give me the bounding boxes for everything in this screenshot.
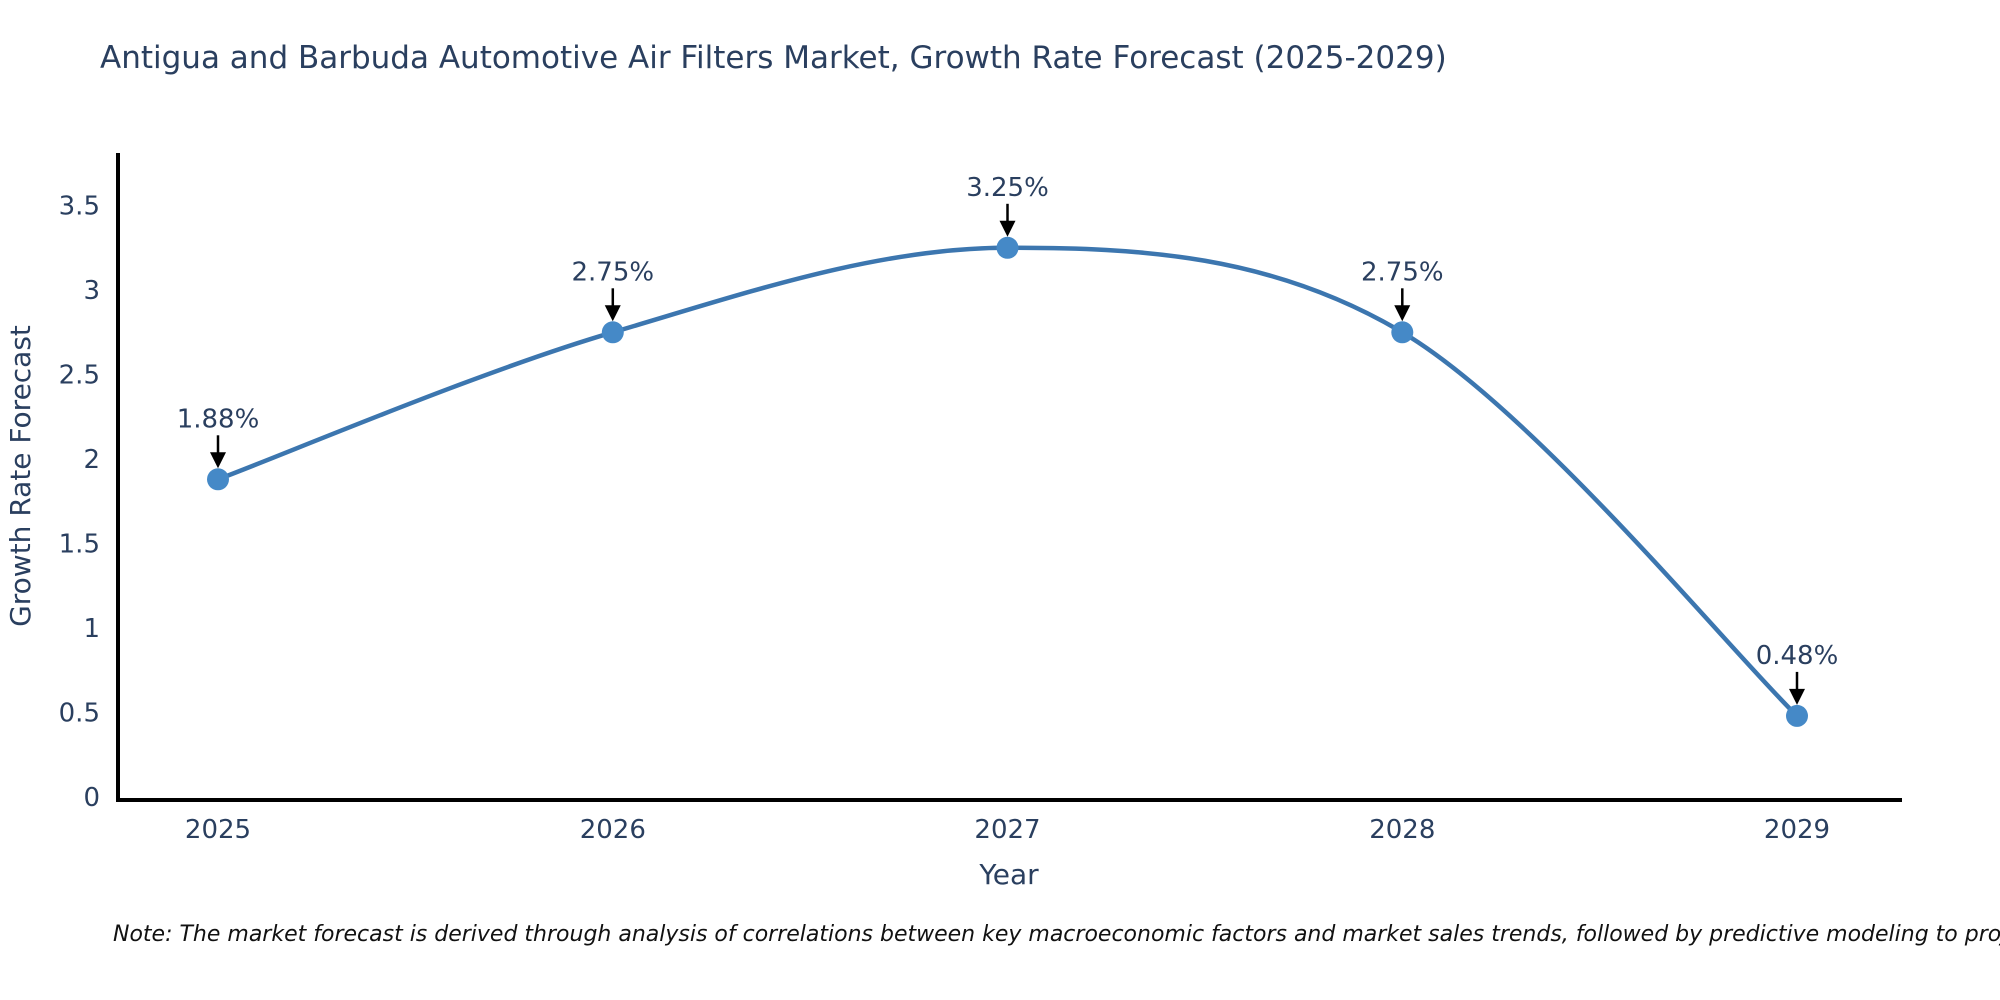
y-tick-label: 1.5 [59, 530, 100, 560]
y-axis-tick-labels: 0 0.5 1 1.5 2 2.5 3 3.5 [59, 192, 100, 814]
annotation-arrowhead-icon [999, 220, 1016, 237]
x-tick-label: 2028 [1369, 815, 1435, 845]
point-value-label: 2.75% [1361, 257, 1444, 287]
annotation-arrowhead-icon [1394, 305, 1411, 322]
x-tick-label: 2027 [974, 815, 1040, 845]
y-axis-title: Growth Rate Forecast [4, 325, 37, 627]
point-value-label: 0.48% [1756, 641, 1839, 671]
y-tick-label: 3 [83, 276, 100, 306]
data-point-2027 [996, 236, 1019, 259]
annotation-arrowhead-icon [210, 452, 226, 469]
x-tick-label: 2025 [185, 815, 251, 845]
annotation-arrowhead-icon [604, 305, 621, 322]
y-tick-label: 2 [83, 445, 100, 475]
axis-spines [116, 153, 1902, 802]
x-tick-label: 2029 [1764, 815, 1830, 845]
y-tick-label: 3.5 [59, 192, 100, 222]
line-series [207, 236, 1808, 727]
footnote: Note: The market forecast is derived thr… [113, 922, 2000, 947]
x-axis-title: Year [978, 858, 1039, 891]
y-tick-label: 0 [83, 783, 100, 813]
data-point-2029 [1786, 704, 1808, 727]
data-point-2026 [601, 321, 624, 344]
data-point-2028 [1391, 321, 1414, 344]
point-annotations: 1.88% 2.75% 3.25% 2.75% 0.48% [177, 173, 1839, 705]
annotation-arrowhead-icon [1789, 688, 1805, 705]
forecast-spline-line [215, 245, 1800, 719]
data-point-2025 [207, 468, 229, 491]
y-tick-label: 2.5 [59, 361, 100, 391]
y-tick-label: 1 [83, 614, 100, 644]
x-tick-label: 2026 [580, 815, 646, 845]
chart-title: Antigua and Barbuda Automotive Air Filte… [100, 40, 1447, 76]
point-value-label: 3.25% [966, 173, 1049, 203]
point-value-label: 2.75% [571, 257, 654, 287]
y-tick-label: 0.5 [59, 699, 100, 729]
x-axis-tick-labels: 2025 2026 2027 2028 2029 [185, 815, 1830, 845]
point-value-label: 1.88% [177, 404, 260, 434]
